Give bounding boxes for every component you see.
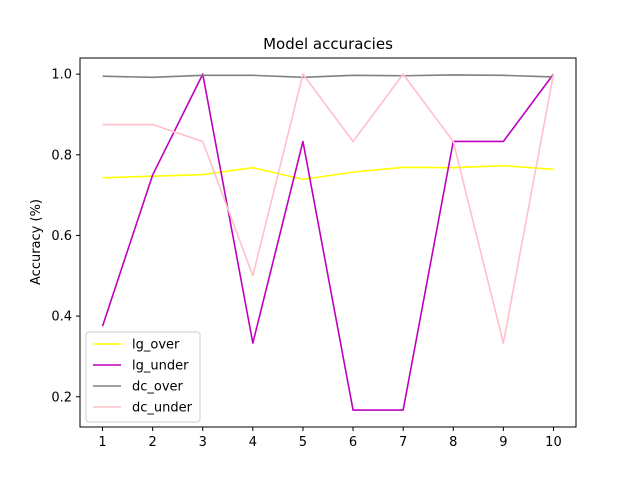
y-tick-label: 0.8 bbox=[51, 148, 72, 163]
plot-area bbox=[101, 73, 555, 411]
legend-label: dc_under bbox=[132, 401, 193, 416]
y-tick-label: 1.0 bbox=[51, 68, 72, 83]
legend-label: dc_over bbox=[132, 380, 184, 395]
x-tick-label: 7 bbox=[399, 435, 407, 450]
x-tick-label: 3 bbox=[199, 435, 207, 450]
y-tick-label: 0.6 bbox=[51, 229, 72, 244]
legend: lg_over lg_under dc_over dc_under bbox=[85, 331, 201, 423]
y-axis: 0.2 0.4 0.6 0.8 1.0 bbox=[51, 68, 80, 405]
x-tick-label: 1 bbox=[98, 435, 106, 450]
legend-label: lg_over bbox=[132, 338, 180, 353]
x-tick-label: 6 bbox=[349, 435, 357, 450]
x-tick-label: 8 bbox=[449, 435, 457, 450]
y-tick-label: 0.2 bbox=[51, 390, 72, 405]
legend-box bbox=[85, 331, 201, 423]
series-line-lg-under bbox=[101, 73, 555, 411]
x-tick-label: 2 bbox=[149, 435, 157, 450]
x-tick-label: 4 bbox=[249, 435, 257, 450]
series-line-dc-over bbox=[102, 74, 554, 79]
legend-label: lg_under bbox=[132, 359, 189, 374]
plot-frame bbox=[79, 57, 577, 428]
x-tick-label: 9 bbox=[499, 435, 507, 450]
x-tick-label: 10 bbox=[545, 435, 562, 450]
y-tick-label: 0.4 bbox=[51, 310, 72, 325]
x-axis: 1 2 3 4 5 6 7 8 9 10 bbox=[98, 427, 562, 450]
chart-title: Model accuracies bbox=[263, 35, 393, 53]
y-axis-title: Accuracy (%) bbox=[29, 199, 44, 285]
series-line-lg-over bbox=[102, 164, 554, 181]
series-line-dc-under bbox=[102, 73, 555, 344]
x-tick-label: 5 bbox=[299, 435, 307, 450]
